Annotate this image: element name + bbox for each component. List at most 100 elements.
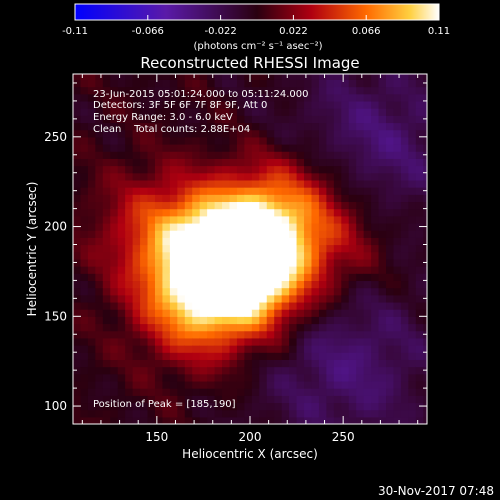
heatmap-cell: [222, 165, 231, 174]
heatmap-cell: [147, 194, 156, 203]
heatmap-cell: [311, 179, 320, 188]
heatmap-cell: [266, 122, 275, 131]
heatmap-cell: [289, 74, 298, 80]
heatmap-cell: [95, 251, 104, 260]
heatmap-cell: [259, 402, 268, 411]
heatmap-cell: [304, 93, 313, 102]
heatmap-cell: [214, 79, 223, 88]
heatmap-cell: [214, 388, 223, 396]
heatmap-cell: [386, 187, 395, 195]
heatmap-cell: [73, 330, 82, 339]
heatmap-cell: [199, 222, 208, 231]
heatmap-cell: [222, 323, 231, 332]
heatmap-cell: [371, 179, 380, 188]
heatmap-cell: [214, 416, 223, 424]
heatmap-cell: [378, 352, 387, 360]
heatmap-cell: [378, 144, 387, 152]
heatmap-cell: [393, 352, 402, 360]
heatmap-cell: [199, 352, 208, 360]
heatmap-cell: [296, 402, 305, 411]
heatmap-cell: [244, 330, 253, 339]
heatmap-cell: [274, 416, 283, 424]
heatmap-cell: [73, 100, 82, 109]
heatmap-cell: [80, 237, 89, 246]
heatmap-cell: [259, 136, 268, 145]
heatmap-cell: [408, 86, 417, 95]
heatmap-cell: [386, 266, 395, 274]
heatmap-cell: [236, 172, 246, 181]
heatmap-cell: [132, 301, 141, 310]
heatmap-cell: [110, 244, 119, 253]
heatmap-cell: [341, 416, 350, 424]
heatmap-cell: [229, 122, 238, 131]
heatmap-cell: [184, 301, 193, 310]
heatmap-cell: [281, 237, 290, 246]
heatmap-cell: [266, 409, 275, 418]
heatmap-cell: [400, 158, 409, 167]
heatmap-cell: [318, 115, 327, 124]
heatmap-cell: [378, 373, 387, 382]
heatmap-cell: [415, 115, 424, 124]
heatmap-cell: [400, 273, 409, 282]
heatmap-cell: [333, 115, 342, 124]
heatmap-cell: [326, 237, 335, 246]
heatmap-cell: [154, 352, 164, 360]
heatmap-cell: [341, 93, 350, 102]
heatmap-cell: [147, 237, 156, 246]
heatmap-cell: [289, 122, 298, 131]
heatmap-cell: [87, 172, 96, 181]
heatmap-cell: [125, 172, 134, 181]
heatmap-cell: [259, 416, 268, 424]
heatmap-cell: [296, 301, 305, 310]
heatmap-cell: [333, 136, 342, 145]
heatmap-cell: [311, 237, 320, 246]
heatmap-cell: [356, 100, 365, 109]
heatmap-cell: [207, 294, 216, 303]
heatmap-cell: [140, 416, 149, 424]
heatmap-cell: [371, 244, 380, 253]
heatmap-cell: [423, 373, 427, 382]
heatmap-cell: [102, 93, 111, 102]
heatmap-cell: [281, 258, 290, 267]
heatmap-cell: [147, 201, 156, 210]
heatmap-cell: [289, 380, 298, 389]
heatmap-cell: [177, 388, 186, 396]
heatmap-cell: [95, 309, 104, 317]
heatmap-cell: [244, 165, 253, 174]
heatmap-cell: [207, 201, 216, 210]
heatmap-cell: [87, 108, 96, 116]
heatmap-cell: [281, 93, 290, 102]
heatmap-cell: [371, 359, 380, 368]
heatmap-cell: [341, 122, 350, 131]
heatmap-cell: [140, 395, 149, 404]
heatmap-cell: [363, 115, 372, 124]
heatmap-cell: [147, 86, 156, 95]
heatmap-cell: [415, 244, 424, 253]
heatmap-cell: [102, 165, 111, 174]
heatmap-cell: [95, 323, 104, 332]
heatmap-cell: [274, 258, 283, 267]
heatmap-cell: [318, 79, 327, 88]
heatmap-cell: [162, 294, 171, 303]
heatmap-cell: [356, 79, 365, 88]
heatmap-cell: [162, 86, 171, 95]
heatmap-cell: [244, 352, 253, 360]
heatmap-cell: [296, 359, 305, 368]
heatmap-cell: [251, 129, 260, 138]
x-tick-label: 200: [239, 430, 262, 444]
heatmap-cell: [259, 266, 268, 274]
heatmap-cell: [266, 108, 275, 116]
heatmap-cell: [274, 287, 283, 296]
heatmap-cell: [318, 179, 327, 188]
heatmap-cell: [222, 402, 231, 411]
heatmap-cell: [281, 129, 290, 138]
heatmap-cell: [251, 359, 260, 368]
heatmap-cell: [251, 352, 260, 360]
heatmap-cell: [281, 323, 290, 332]
heatmap-cell: [162, 165, 171, 174]
heatmap-cell: [73, 359, 82, 368]
heatmap-cell: [326, 151, 335, 159]
heatmap-cell: [289, 395, 298, 404]
heatmap-cell: [162, 251, 171, 260]
heatmap-cell: [229, 115, 238, 124]
